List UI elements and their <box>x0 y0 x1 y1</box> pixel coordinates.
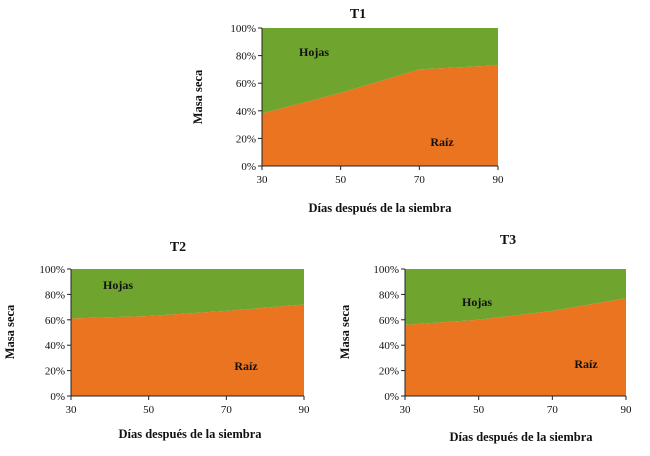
area-hojas <box>405 269 626 325</box>
area-raiz <box>262 65 498 166</box>
y-tick-label: 0% <box>50 391 65 403</box>
y-tick-label: 0% <box>384 391 399 403</box>
x-axis-label: Días después de la siembra <box>308 201 452 215</box>
y-tick-label: 100% <box>230 23 256 35</box>
series-label-raiz: Raíz <box>430 135 454 149</box>
x-axis-label: Días después de la siembra <box>449 430 593 444</box>
series-label-hojas: Hojas <box>103 278 133 292</box>
series-label-raiz: Raíz <box>234 359 258 373</box>
x-tick-label: 90 <box>493 174 505 186</box>
chart-panel-t3: 0% 20% 40% 60% 80% 100% 30 50 70 90 T3 Días después… <box>338 233 632 444</box>
x-tick-label: 70 <box>221 404 233 416</box>
y-tick-label: 80% <box>236 51 256 63</box>
area-hojas <box>71 269 304 319</box>
y-axis-label: Masa seca <box>191 69 205 124</box>
chart-title: T2 <box>170 240 186 255</box>
y-tick-label: 40% <box>379 340 399 352</box>
y-axis-label: Masa seca <box>3 304 17 359</box>
x-tick-label: 50 <box>335 174 347 186</box>
y-tick-label: 20% <box>45 366 65 378</box>
y-tick-label: 40% <box>45 340 65 352</box>
x-tick-label: 30 <box>400 404 412 416</box>
y-tick-label: 60% <box>236 78 256 90</box>
series-label-hojas: Hojas <box>299 45 329 59</box>
x-tick-label: 30 <box>66 404 78 416</box>
y-tick-label: 80% <box>45 289 65 301</box>
y-axis-label: Masa seca <box>338 304 352 359</box>
y-tick-label: 80% <box>379 289 399 301</box>
x-tick-label: 70 <box>547 404 559 416</box>
x-tick-label: 90 <box>621 404 633 416</box>
y-tick-label: 100% <box>39 264 65 276</box>
y-tick-label: 60% <box>379 315 399 327</box>
y-tick-label: 20% <box>236 133 256 145</box>
x-tick-label: 50 <box>143 404 155 416</box>
area-hojas <box>262 28 498 114</box>
chart-title: T1 <box>350 7 366 22</box>
y-tick-label: 100% <box>373 264 399 276</box>
y-tick-label: 0% <box>241 161 256 173</box>
x-tick-label: 70 <box>414 174 426 186</box>
x-tick-label: 50 <box>473 404 485 416</box>
x-tick-label: 90 <box>299 404 311 416</box>
y-tick-label: 40% <box>236 106 256 118</box>
series-label-hojas: Hojas <box>462 295 492 309</box>
y-tick-label: 20% <box>379 366 399 378</box>
area-raiz <box>405 298 626 396</box>
x-axis-label: Días después de la siembra <box>118 427 262 441</box>
chart-panel-t1: 0% 20% 40% 60% 80% 100% 30 50 70 90 T1 Días después… <box>191 7 504 215</box>
chart-title: T3 <box>500 233 516 248</box>
x-tick-label: 30 <box>257 174 269 186</box>
series-label-raiz: Raíz <box>574 357 598 371</box>
y-tick-label: 60% <box>45 315 65 327</box>
area-raiz <box>71 304 304 396</box>
chart-panel-t2: 0% 20% 40% 60% 80% 100% 30 50 70 90 T2 Días después… <box>3 240 310 441</box>
